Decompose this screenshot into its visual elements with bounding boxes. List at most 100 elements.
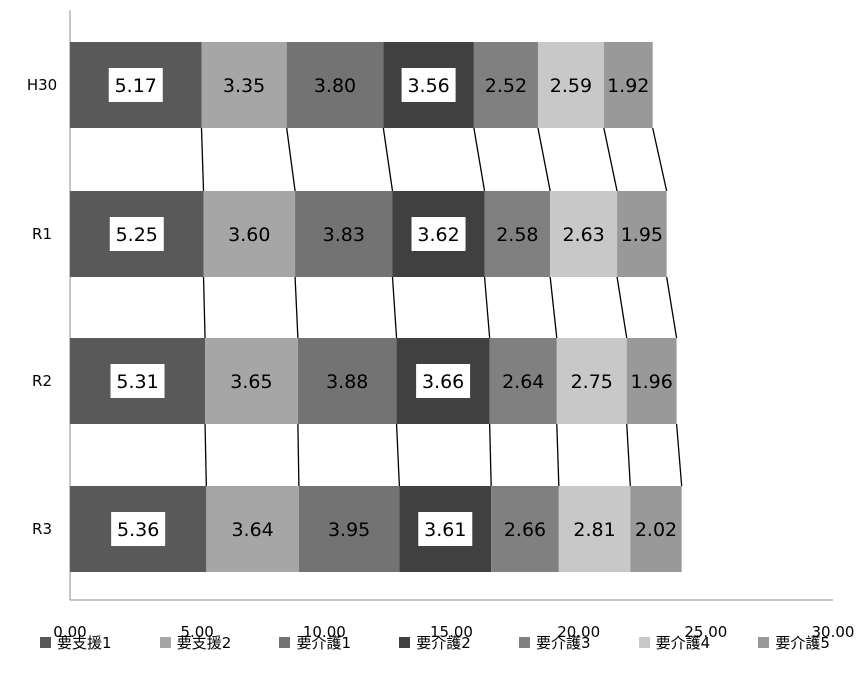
bar-segment [484,191,551,277]
data-label: 3.88 [326,371,368,393]
bar-segment [491,486,559,572]
series-line [204,423,207,487]
legend-swatch [279,637,291,648]
bar-segment [626,338,677,424]
bar-segment [205,338,298,424]
legend-item: 要介護4 [638,632,711,653]
data-label: 2.66 [504,519,546,541]
data-label: 2.63 [562,224,604,246]
legend-label: 要介護1 [296,634,352,652]
data-label: 2.02 [635,519,677,541]
legend-label: 要介護3 [535,634,591,652]
data-label: 1.92 [607,75,649,97]
series-line [549,276,558,339]
data-label: 1.96 [631,371,673,393]
data-label: 2.75 [571,371,613,393]
legend-item: 要介護2 [399,632,471,653]
x-tick-label: 5.00 [180,623,213,641]
legend: 要支援1 要支援2 要介護1 要介護2 要介護3 要介護4 要介護5 [40,632,830,653]
legend-item: 要支援2 [159,632,232,653]
data-label: 5.36 [117,519,159,541]
data-label: 3.35 [223,75,265,97]
series-line [556,423,560,487]
category-label: R2 [32,372,52,390]
data-label: 5.25 [116,224,158,246]
data-label-box [401,68,456,102]
legend-swatch [159,637,171,648]
data-label: 3.64 [231,519,273,541]
bar-segment [201,42,287,128]
legend-label: 要介護2 [416,634,471,652]
data-label: 3.95 [328,519,370,541]
series-line [537,127,551,192]
series-line [626,423,631,487]
series-line [202,276,206,339]
bar-segment [489,338,557,424]
series-line [616,276,628,339]
data-label: 1.95 [621,224,663,246]
category-label: H30 [27,76,57,94]
bar-segment [617,191,667,277]
series-line [200,127,205,192]
series-line [391,276,398,339]
data-label: 3.56 [407,75,449,97]
x-tick-label: 0.00 [53,623,86,641]
bar-segment [473,42,538,128]
data-label: 5.31 [116,371,158,393]
data-label-box [418,512,473,546]
series-line [483,276,491,339]
series-line [652,127,668,192]
bar-segment [286,42,384,128]
bar-segment [206,486,299,572]
legend-swatch [758,637,770,648]
x-tick-label: 10.00 [303,623,346,641]
bar-segment [297,338,397,424]
data-label-box [111,512,166,546]
data-label: 3.65 [230,371,272,393]
legend-item: 要介護1 [279,632,351,653]
x-tick-label: 20.00 [557,623,600,641]
bar-segment [630,486,682,572]
series-line [395,423,401,487]
data-label: 2.64 [502,371,544,393]
data-label: 2.81 [573,519,615,541]
data-label: 3.80 [314,75,356,97]
data-label: 2.52 [485,75,527,97]
bar-segment [298,486,400,572]
bar-segment [558,486,631,572]
data-label: 2.59 [550,75,592,97]
data-label: 3.66 [422,371,464,393]
x-tick-label: 30.00 [812,623,855,641]
legend-label: 要支援2 [176,634,232,652]
legend-label: 要介護4 [655,634,711,652]
data-label-box [411,217,466,251]
bar-segment [550,191,618,277]
data-label-box [110,364,165,398]
data-label-box [109,217,164,251]
series-line [382,127,394,192]
series-line [666,276,678,339]
bar-segment [603,42,653,128]
data-label: 3.62 [417,224,459,246]
bar-segment [556,338,627,424]
bar-segment [537,42,604,128]
legend-item: 要介護5 [758,632,830,653]
legend-label: 要介護5 [775,634,830,652]
data-label: 3.60 [228,224,270,246]
legend-item: 要介護3 [518,632,591,653]
series-line [675,423,683,487]
data-label-box [416,364,471,398]
legend-swatch [399,637,411,648]
category-label: R1 [32,225,52,243]
data-label: 5.17 [115,75,157,97]
category-label: R3 [32,520,52,538]
x-tick-label: 25.00 [684,623,727,641]
data-label-box [108,68,163,102]
data-label: 2.58 [496,224,538,246]
bar-segment [295,191,393,277]
legend-swatch [518,637,530,648]
legend-label: 要支援1 [57,634,112,652]
data-label: 3.61 [424,519,466,541]
series-line [297,423,300,487]
